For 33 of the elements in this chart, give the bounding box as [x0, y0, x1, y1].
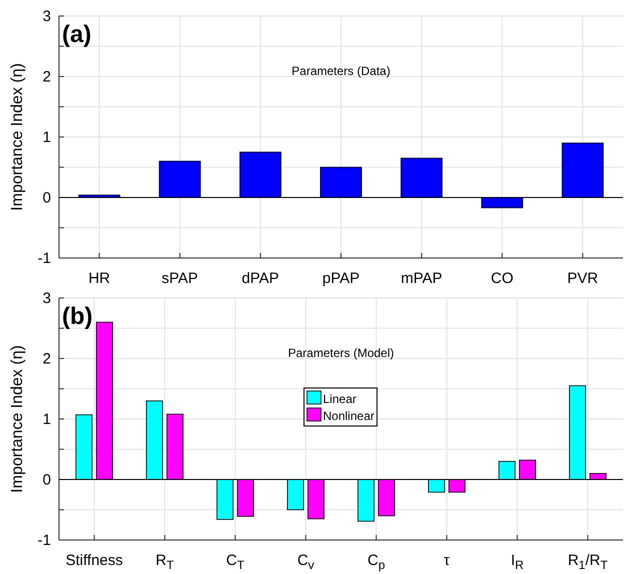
- x-tick-label: C$_{T}$: [226, 552, 245, 572]
- x-tick-label: C$_{v}$: [297, 552, 314, 572]
- y-tick-label: 1: [42, 128, 51, 146]
- x-tick-label: τ: [444, 552, 450, 569]
- x-tick-label: sPAP: [162, 270, 198, 287]
- x-tick-label: R$_{T}$: [156, 552, 174, 572]
- legend-label: Linear: [323, 392, 356, 406]
- x-tick-label: I$_{R}$: [510, 552, 524, 572]
- x-tick-label: dPAP: [242, 270, 280, 287]
- y-tick-label: 2: [42, 350, 51, 368]
- y-tick-label: 3: [42, 290, 51, 307]
- y-tick-label: 1: [42, 410, 51, 428]
- annotation: Parameters (Model): [288, 346, 394, 360]
- x-tick-label: C$_{p}$: [367, 552, 386, 572]
- y-axis-title: Importance Index (η): [9, 63, 26, 211]
- y-tick-label: 3: [42, 8, 51, 25]
- y-tick-label: 2: [42, 68, 51, 86]
- y-tick-label: 0: [42, 471, 51, 488]
- y-tick-label: -1: [38, 250, 51, 267]
- y-tick-label: 0: [42, 189, 51, 206]
- x-tick-label: Stiffness: [66, 552, 123, 569]
- y-axis-title: Importance Index (η): [9, 345, 26, 493]
- x-tick-label: pPAP: [322, 270, 360, 287]
- x-tick-label: HR: [88, 270, 110, 287]
- annotation: Parameters (Data): [292, 64, 390, 78]
- annotation: (b): [62, 303, 93, 330]
- annotation: (a): [62, 21, 92, 48]
- legend-label: Nonlinear: [323, 409, 374, 423]
- x-tick-label: mPAP: [400, 270, 442, 287]
- y-tick-label: -1: [38, 532, 51, 549]
- x-tick-label: R$_{1}$/R$_{T}$: [568, 552, 608, 572]
- x-tick-label: PVR: [567, 270, 598, 287]
- x-tick-label: CO: [490, 270, 514, 287]
